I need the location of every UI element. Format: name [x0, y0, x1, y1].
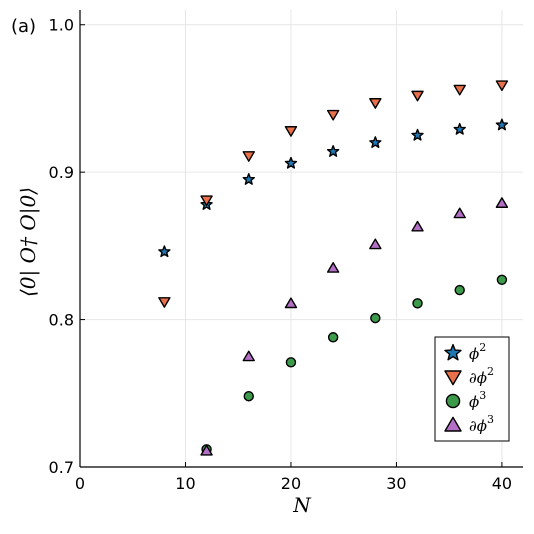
y-tick-label: 0.9 [49, 163, 74, 182]
series-3 [200, 197, 509, 456]
data-point [326, 109, 340, 121]
data-point [327, 332, 339, 343]
data-point [411, 90, 424, 102]
series-1 [158, 80, 509, 308]
data-point [200, 195, 213, 207]
data-point [158, 297, 171, 308]
data-point [412, 298, 423, 309]
data-point [369, 136, 382, 149]
x-tick-label: 20 [281, 474, 301, 493]
data-point [326, 262, 340, 273]
legend-box [434, 336, 510, 442]
data-point [411, 220, 424, 232]
x-tick-label: 0 [75, 474, 85, 493]
y-tick-label: 0.8 [49, 311, 74, 330]
data-point [453, 84, 466, 96]
x-axis-title: N [292, 493, 312, 517]
data-point [158, 245, 171, 258]
data-point [326, 145, 340, 157]
y-tick-label: 1.0 [49, 16, 74, 35]
data-point [369, 98, 382, 109]
data-point [242, 173, 255, 185]
x-tick-label: 10 [175, 474, 195, 493]
data-point [284, 126, 298, 137]
data-point [242, 350, 255, 362]
data-point [496, 274, 508, 285]
data-point [243, 391, 254, 402]
data-points [158, 80, 509, 456]
data-point [370, 312, 381, 324]
tick-labels: 0 10 20 30 40 0.7 0.8 0.9 1.0 [49, 16, 513, 493]
legend-entry: ∂ϕ2 [469, 365, 494, 387]
data-point [285, 357, 297, 368]
y-axis-title: ⟨0| O† O|0⟩ [16, 187, 41, 297]
data-point [369, 238, 382, 250]
data-point [495, 118, 509, 131]
series-0 [158, 118, 509, 258]
legend-marker [444, 343, 462, 361]
x-tick-label: 40 [492, 474, 512, 493]
data-point [453, 207, 466, 219]
data-point [284, 297, 298, 309]
data-point [284, 156, 298, 169]
data-point [495, 197, 509, 208]
data-point [411, 128, 424, 141]
data-point [242, 151, 255, 162]
x-tick-label: 30 [386, 474, 406, 493]
legend-entry: ϕ3 [469, 389, 486, 411]
legend-entry: ϕ2 [469, 341, 486, 363]
data-point [200, 444, 213, 456]
y-tick-label: 0.7 [49, 458, 74, 477]
data-point [454, 284, 465, 296]
legend-entry: ∂ϕ3 [469, 413, 494, 435]
panel-label: (a) [11, 16, 36, 37]
legend-marker [444, 416, 462, 432]
legend-marker [445, 393, 461, 409]
data-point [495, 80, 509, 92]
axes [79, 10, 523, 468]
legend-marker [444, 370, 462, 386]
data-point [453, 122, 466, 135]
